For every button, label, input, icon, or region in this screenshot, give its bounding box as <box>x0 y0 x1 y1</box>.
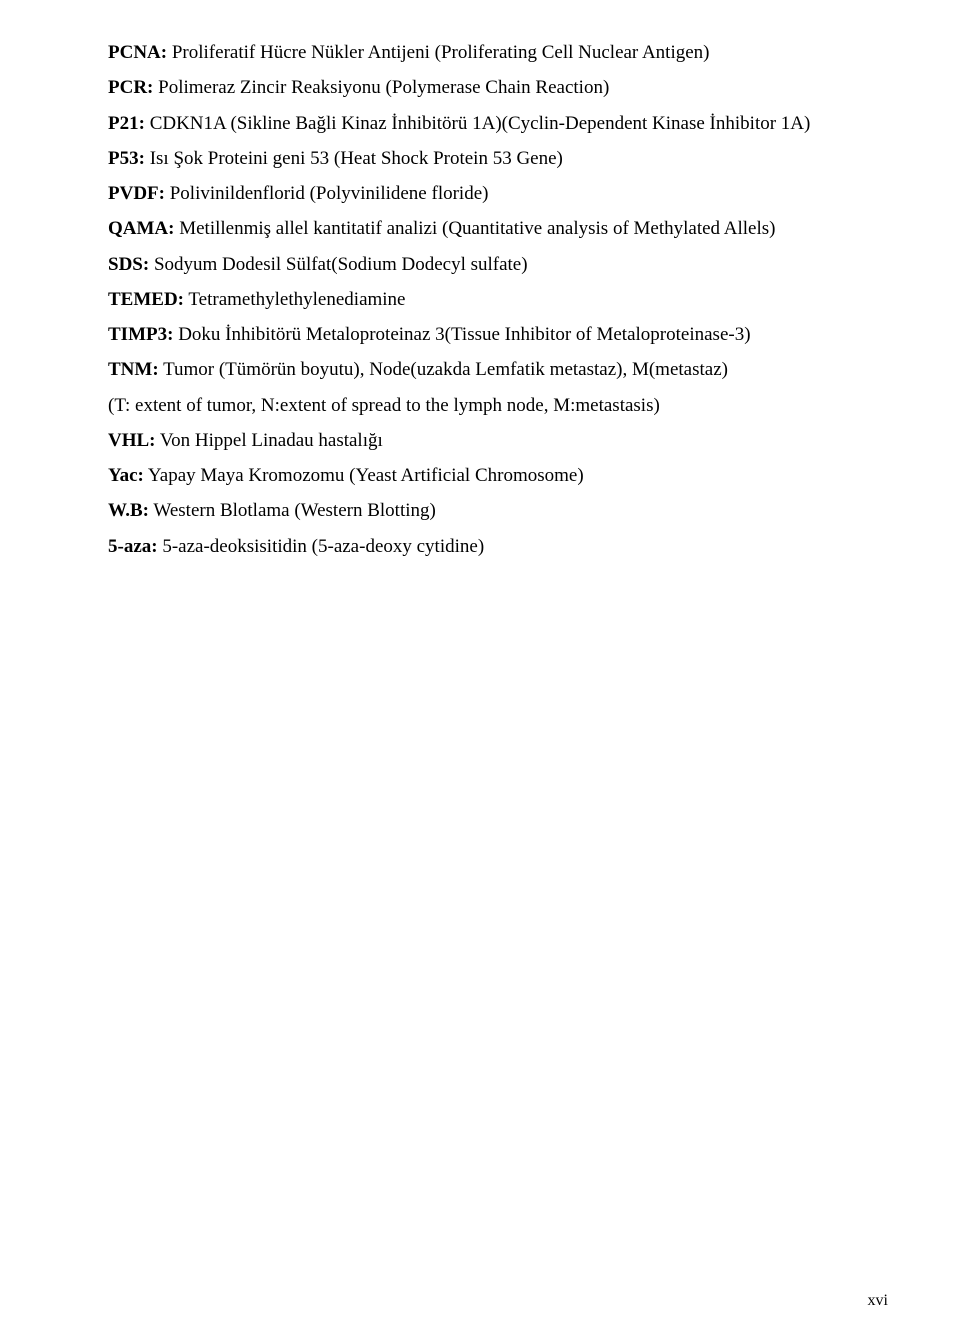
abbrev-definition: Doku İnhibitörü Metaloproteinaz 3(Tissue… <box>173 324 750 345</box>
abbrev-term: TIMP3: <box>108 324 173 345</box>
abbrev-term: PCR: <box>108 77 153 98</box>
abbrev-definition: Western Blotlama (Western Blotting) <box>149 500 436 521</box>
document-page: PCNA: Proliferatif Hücre Nükler Antijeni… <box>0 0 960 1338</box>
abbrev-definition: Polimeraz Zincir Reaksiyonu (Polymerase … <box>153 77 609 98</box>
abbrev-entry: PVDF: Polivinildenflorid (Polyvinilidene… <box>108 177 888 210</box>
abbrev-definition: Yapay Maya Kromozomu (Yeast Artificial C… <box>144 465 584 486</box>
abbrev-term: W.B: <box>108 500 149 521</box>
abbrev-entry: TNM: Tumor (Tümörün boyutu), Node(uzakda… <box>108 353 888 386</box>
abbrev-entry: P53: Isı Şok Proteini geni 53 (Heat Shoc… <box>108 142 888 175</box>
abbrev-term: TEMED: <box>108 289 184 310</box>
abbrev-definition: Metillenmiş allel kantitatif analizi (Qu… <box>174 218 775 239</box>
abbrev-entry: PCNA: Proliferatif Hücre Nükler Antijeni… <box>108 36 888 69</box>
abbrev-entry: P21: CDKN1A (Sikline Bağli Kinaz İnhibit… <box>108 107 888 140</box>
abbrev-definition: CDKN1A (Sikline Bağli Kinaz İnhibitörü 1… <box>145 113 810 134</box>
abbrev-entry: (T: extent of tumor, N:extent of spread … <box>108 389 888 422</box>
abbrev-entry: TIMP3: Doku İnhibitörü Metaloproteinaz 3… <box>108 318 888 351</box>
abbrev-entry: TEMED: Tetramethylethylenediamine <box>108 283 888 316</box>
abbrev-entry: Yac: Yapay Maya Kromozomu (Yeast Artific… <box>108 459 888 492</box>
abbrev-definition: Von Hippel Linadau hastalığı <box>156 430 383 451</box>
abbrev-term: VHL: <box>108 430 156 451</box>
page-number: xvi <box>868 1292 888 1310</box>
abbrev-definition: Tumor (Tümörün boyutu), Node(uzakda Lemf… <box>159 359 728 380</box>
abbrev-definition: Proliferatif Hücre Nükler Antijeni (Prol… <box>167 42 709 63</box>
abbrev-definition: 5-aza-deoksisitidin (5-aza-deoxy cytidin… <box>158 536 485 557</box>
abbrev-term: PVDF: <box>108 183 165 204</box>
abbrev-entry: VHL: Von Hippel Linadau hastalığı <box>108 424 888 457</box>
abbrev-term: PCNA: <box>108 42 167 63</box>
abbrev-entry: PCR: Polimeraz Zincir Reaksiyonu (Polyme… <box>108 71 888 104</box>
abbrev-term: SDS: <box>108 254 149 275</box>
abbrev-definition: Tetramethylethylenediamine <box>184 289 406 310</box>
abbrev-definition: Polivinildenflorid (Polyvinilidene flori… <box>165 183 488 204</box>
abbrev-entry: 5-aza: 5-aza-deoksisitidin (5-aza-deoxy … <box>108 530 888 563</box>
abbrev-entry: QAMA: Metillenmiş allel kantitatif anali… <box>108 212 888 245</box>
abbrev-definition: Sodyum Dodesil Sülfat(Sodium Dodecyl sul… <box>149 254 527 275</box>
abbrev-term: Yac: <box>108 465 144 486</box>
abbrev-term: QAMA: <box>108 218 174 239</box>
abbrev-term: TNM: <box>108 359 159 380</box>
abbrev-definition: Isı Şok Proteini geni 53 (Heat Shock Pro… <box>145 148 563 169</box>
abbrev-term: P53: <box>108 148 145 169</box>
abbrev-entry: W.B: Western Blotlama (Western Blotting) <box>108 494 888 527</box>
abbrev-term: P21: <box>108 113 145 134</box>
abbrev-entry: SDS: Sodyum Dodesil Sülfat(Sodium Dodecy… <box>108 248 888 281</box>
abbreviation-list: PCNA: Proliferatif Hücre Nükler Antijeni… <box>108 36 888 563</box>
abbrev-definition: (T: extent of tumor, N:extent of spread … <box>108 395 660 416</box>
abbrev-term: 5-aza: <box>108 536 158 557</box>
